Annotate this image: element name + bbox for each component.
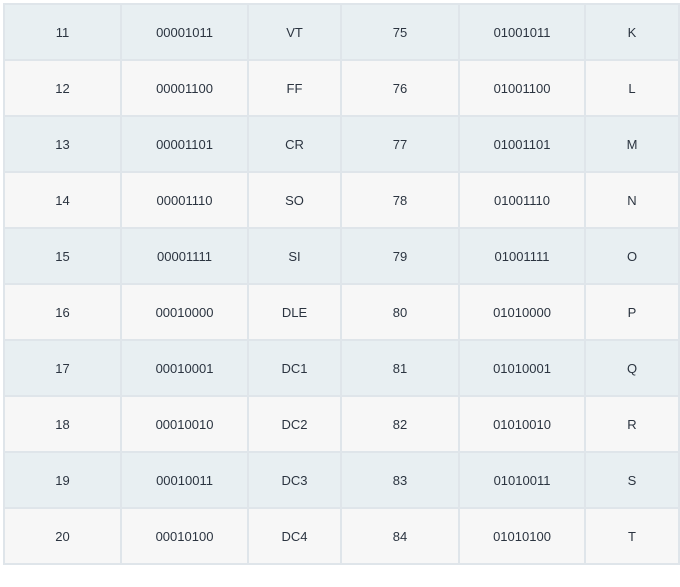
decimal-cell: 17	[3, 339, 122, 397]
decimal-cell-2: 75	[340, 3, 460, 61]
decimal-cell: 19	[3, 451, 122, 509]
control-char-cell: CR	[247, 115, 342, 173]
decimal-cell: 16	[3, 283, 122, 341]
binary-cell-2: 01001100	[458, 59, 586, 117]
table-row: 14 00001110 SO 78 01001110 N	[3, 171, 680, 229]
char-cell: L	[584, 59, 680, 117]
binary-cell: 00001100	[120, 59, 249, 117]
decimal-cell-2: 84	[340, 507, 460, 565]
decimal-cell-2: 78	[340, 171, 460, 229]
decimal-cell-2: 76	[340, 59, 460, 117]
binary-cell: 00001111	[120, 227, 249, 285]
table-row: 16 00010000 DLE 80 01010000 P	[3, 283, 680, 341]
control-char-cell: DLE	[247, 283, 342, 341]
char-cell: M	[584, 115, 680, 173]
table-row: 11 00001011 VT 75 01001011 K	[3, 3, 680, 61]
decimal-cell-2: 80	[340, 283, 460, 341]
char-cell: P	[584, 283, 680, 341]
binary-cell-2: 01010001	[458, 339, 586, 397]
binary-cell: 00001110	[120, 171, 249, 229]
char-cell: S	[584, 451, 680, 509]
control-char-cell: DC3	[247, 451, 342, 509]
binary-cell-2: 01010100	[458, 507, 586, 565]
char-cell: N	[584, 171, 680, 229]
decimal-cell: 20	[3, 507, 122, 565]
char-cell: R	[584, 395, 680, 453]
binary-cell-2: 01001111	[458, 227, 586, 285]
binary-cell: 00001011	[120, 3, 249, 61]
binary-cell: 00010001	[120, 339, 249, 397]
control-char-cell: SO	[247, 171, 342, 229]
ascii-table: 11 00001011 VT 75 01001011 K 12 00001100 FF 76 010…	[3, 3, 680, 565]
control-char-cell: DC1	[247, 339, 342, 397]
binary-cell-2: 01001110	[458, 171, 586, 229]
decimal-cell-2: 82	[340, 395, 460, 453]
decimal-cell-2: 77	[340, 115, 460, 173]
decimal-cell: 14	[3, 171, 122, 229]
binary-cell-2: 01001011	[458, 3, 586, 61]
binary-cell-2: 01010000	[458, 283, 586, 341]
table-row: 18 00010010 DC2 82 01010010 R	[3, 395, 680, 453]
binary-cell: 00010010	[120, 395, 249, 453]
binary-cell-2: 01010011	[458, 451, 586, 509]
control-char-cell: DC4	[247, 507, 342, 565]
char-cell: Q	[584, 339, 680, 397]
control-char-cell: SI	[247, 227, 342, 285]
table-row: 19 00010011 DC3 83 01010011 S	[3, 451, 680, 509]
char-cell: O	[584, 227, 680, 285]
char-cell: T	[584, 507, 680, 565]
decimal-cell-2: 81	[340, 339, 460, 397]
decimal-cell-2: 83	[340, 451, 460, 509]
decimal-cell: 18	[3, 395, 122, 453]
table-row: 20 00010100 DC4 84 01010100 T	[3, 507, 680, 565]
binary-cell: 00010100	[120, 507, 249, 565]
decimal-cell: 13	[3, 115, 122, 173]
table-row: 12 00001100 FF 76 01001100 L	[3, 59, 680, 117]
binary-cell: 00010011	[120, 451, 249, 509]
decimal-cell: 15	[3, 227, 122, 285]
table-row: 13 00001101 CR 77 01001101 M	[3, 115, 680, 173]
control-char-cell: DC2	[247, 395, 342, 453]
decimal-cell: 11	[3, 3, 122, 61]
binary-cell-2: 01010010	[458, 395, 586, 453]
decimal-cell-2: 79	[340, 227, 460, 285]
table-row: 17 00010001 DC1 81 01010001 Q	[3, 339, 680, 397]
decimal-cell: 12	[3, 59, 122, 117]
table-row: 15 00001111 SI 79 01001111 O	[3, 227, 680, 285]
control-char-cell: VT	[247, 3, 342, 61]
binary-cell: 00010000	[120, 283, 249, 341]
binary-cell-2: 01001101	[458, 115, 586, 173]
binary-cell: 00001101	[120, 115, 249, 173]
char-cell: K	[584, 3, 680, 61]
control-char-cell: FF	[247, 59, 342, 117]
